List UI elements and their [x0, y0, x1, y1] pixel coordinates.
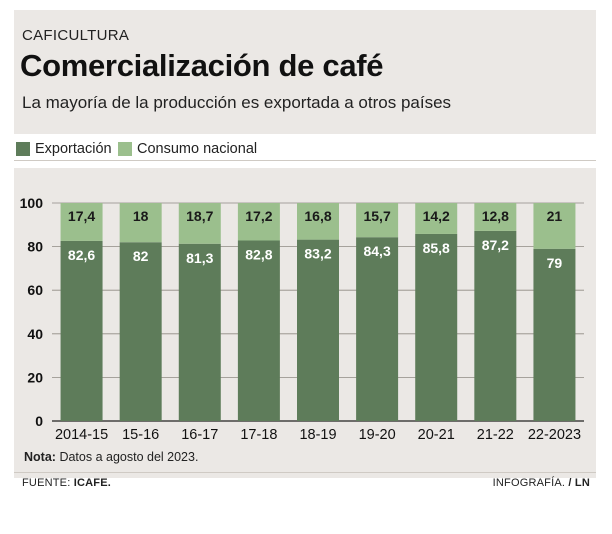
bar-domestic [60, 203, 103, 241]
data-label-domestic: 15,7 [363, 208, 390, 224]
credit-sep: / [568, 477, 572, 489]
data-label-export: 81,3 [186, 250, 213, 266]
x-tick-label: 18-19 [299, 427, 336, 443]
y-tick-label: 100 [20, 195, 44, 211]
data-label-export: 87,2 [482, 237, 509, 253]
legend-label-domestic: Consumo nacional [137, 141, 258, 157]
data-label-export: 82 [133, 248, 149, 264]
header: CAFICULTURA Comercialización de café La … [14, 10, 596, 134]
data-label-export: 82,8 [245, 246, 272, 262]
bar-domestic [297, 203, 339, 240]
legend-item-export: Exportación [16, 141, 112, 157]
data-label-domestic: 16,8 [304, 208, 331, 224]
source: FUENTE: ICAFE. [22, 477, 111, 489]
bar-domestic [237, 203, 280, 241]
x-tick-label: 16-17 [181, 427, 218, 443]
x-tick-label: 19-20 [359, 427, 396, 443]
note-label: Nota: [24, 450, 56, 464]
data-label-export: 85,8 [423, 240, 450, 256]
x-tick-label: 15-16 [122, 427, 159, 443]
data-label-export: 84,3 [363, 243, 390, 259]
credit: INFOGRAFÍA. / LN [493, 477, 590, 489]
y-tick-label: 20 [27, 369, 43, 385]
source-label: FUENTE: [22, 477, 71, 489]
bar-export [533, 248, 576, 421]
x-tick-label: 21-22 [477, 427, 514, 443]
bar-export [474, 230, 517, 421]
credit-label: INFOGRAFÍA. [492, 477, 566, 489]
bar-domestic [474, 203, 517, 231]
note-text: Datos a agosto del 2023. [59, 450, 199, 464]
bar-domestic [533, 203, 576, 249]
bar-export [119, 242, 162, 421]
data-label-domestic: 14,2 [423, 208, 450, 224]
legend-label-export: Exportación [35, 141, 112, 157]
bar-export [60, 240, 103, 421]
bar-domestic [415, 203, 458, 234]
data-label-export: 82,6 [68, 247, 95, 263]
kicker: CAFICULTURA [22, 27, 130, 44]
footer-divider [14, 472, 596, 473]
x-tick-label: 20-21 [418, 427, 455, 443]
credit-value: LN [574, 477, 590, 489]
bar-export [415, 233, 458, 421]
bar-export [356, 237, 399, 421]
data-label-domestic: 17,2 [245, 208, 272, 224]
x-tick-label: 2014-15 [55, 427, 108, 443]
y-tick-label: 60 [27, 282, 43, 298]
bar-domestic [356, 203, 399, 238]
source-value: ICAFE. [73, 477, 111, 489]
legend: Exportación Consumo nacional [14, 138, 596, 161]
y-tick-label: 80 [27, 239, 43, 255]
data-label-domestic: 18,7 [186, 208, 213, 224]
x-tick-label: 17-18 [240, 427, 277, 443]
bar-export [237, 240, 280, 421]
bar-domestic [178, 203, 221, 244]
chart-note: Nota: Datos a agosto del 2023. [24, 450, 198, 464]
data-label-domestic: 17,4 [68, 208, 95, 224]
legend-item-domestic: Consumo nacional [118, 141, 257, 157]
y-tick-label: 40 [27, 326, 43, 342]
chart-title: Comercialización de café [20, 48, 384, 83]
y-tick-label: 0 [35, 413, 43, 429]
data-label-domestic: 18 [133, 208, 149, 224]
bar-chart: 0 20 40 60 80 100 17,4 82,6 2014-15 18 82 15-16 18,7… [20, 195, 584, 443]
data-label-export: 83,2 [304, 246, 331, 262]
infographic: CAFICULTURA Comercialización de café La … [14, 10, 596, 492]
bar-export [178, 243, 221, 421]
data-label-export: 79 [547, 255, 563, 271]
data-label-domestic: 21 [547, 208, 563, 224]
data-label-domestic: 12,8 [482, 208, 509, 224]
legend-swatch-domestic [118, 142, 132, 156]
bar-export [297, 239, 339, 421]
bar-domestic [119, 203, 162, 243]
x-tick-label: 22-2023 [528, 427, 581, 443]
chart-subtitle: La mayoría de la producción es exportada… [22, 93, 452, 112]
legend-swatch-export [16, 142, 30, 156]
